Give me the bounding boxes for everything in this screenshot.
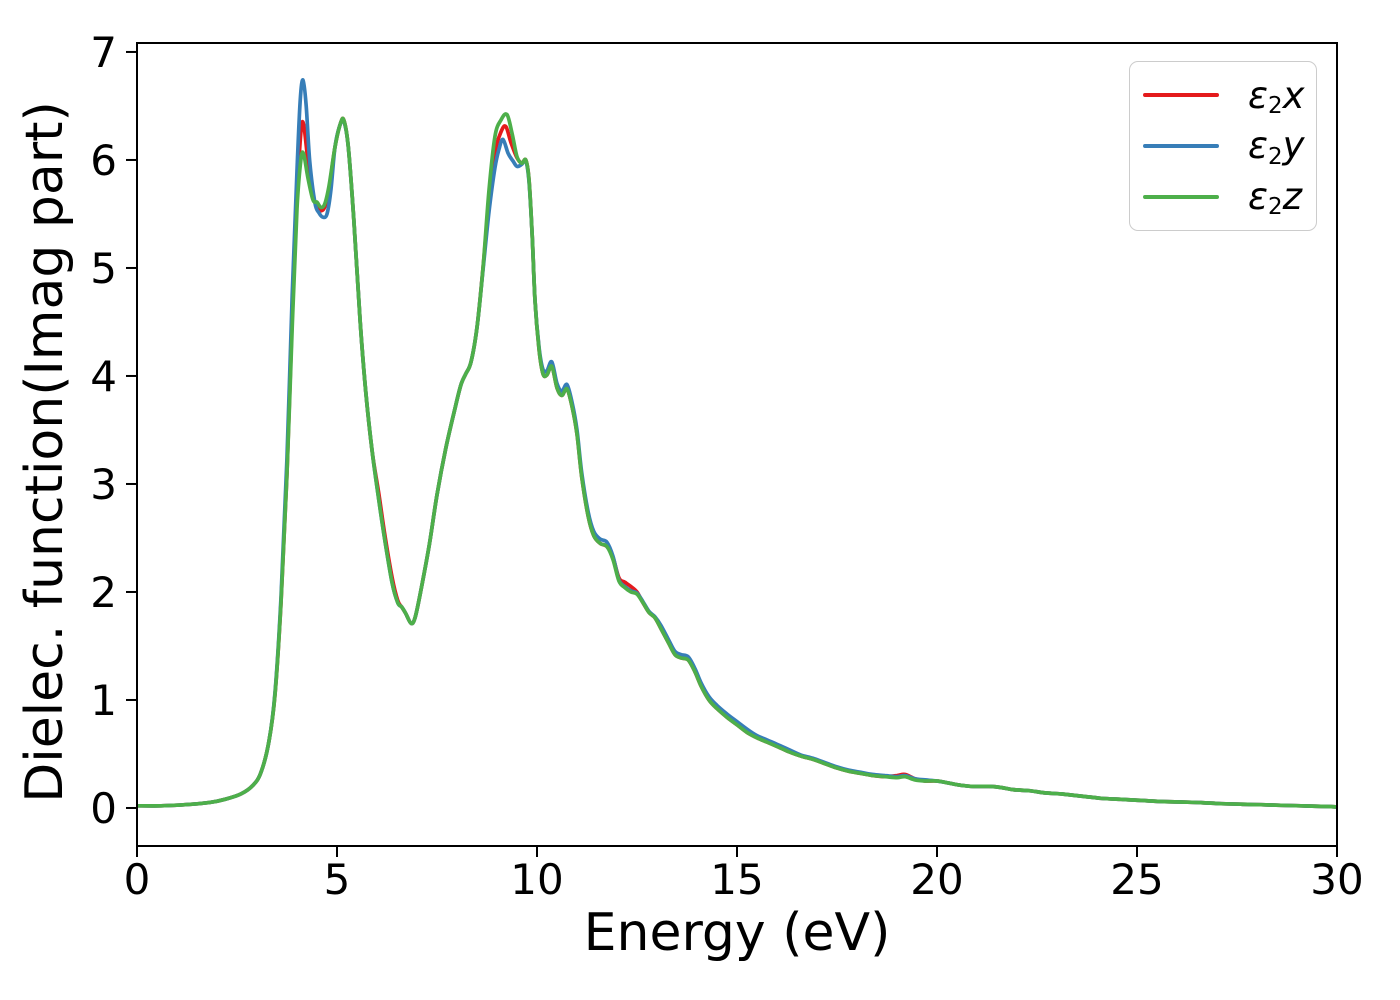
legend-line-sample-e2x — [1143, 93, 1219, 98]
x-tick-label: 30 — [1310, 855, 1363, 904]
legend-label-e2y: ε2y — [1248, 124, 1305, 170]
legend-label-e2x: ε2x — [1248, 73, 1305, 119]
legend-item-e2x: ε2x — [1143, 73, 1316, 119]
x-axis-label: Energy (eV) — [583, 903, 891, 963]
series-line-e2z — [137, 112, 1337, 809]
y-axis-label: Dielec. function(Imag part) — [15, 101, 75, 803]
plot-frame — [136, 42, 1338, 847]
x-tick-label: 10 — [510, 855, 563, 904]
legend: ε2x ε2y ε2z — [1129, 61, 1317, 231]
y-tick-label: 4 — [90, 352, 117, 401]
y-tick-label: 0 — [90, 784, 117, 833]
legend-line-sample-e2y — [1143, 143, 1219, 148]
x-tick-label: 25 — [1110, 855, 1163, 904]
y-tick-label: 2 — [90, 568, 117, 617]
x-tick-label: 5 — [324, 855, 351, 904]
y-tick-label: 6 — [90, 136, 117, 185]
axis-ticks: 0 5 10 15 20 25 30 0 1 2 3 4 5 6 7 — [90, 28, 1363, 904]
x-tick-label: 0 — [124, 855, 151, 904]
y-tick-label: 1 — [90, 676, 117, 725]
x-tick-label: 20 — [910, 855, 963, 904]
legend-item-e2z: ε2z — [1143, 175, 1316, 221]
y-tick-label: 5 — [90, 244, 117, 293]
y-tick-label: 3 — [90, 460, 117, 509]
legend-item-e2y: ε2y — [1143, 124, 1316, 170]
series-curves — [137, 78, 1337, 809]
legend-line-sample-e2z — [1143, 194, 1219, 199]
y-tick-label: 7 — [90, 28, 117, 77]
legend-label-e2z: ε2z — [1248, 175, 1303, 221]
x-tick-label: 15 — [710, 855, 763, 904]
